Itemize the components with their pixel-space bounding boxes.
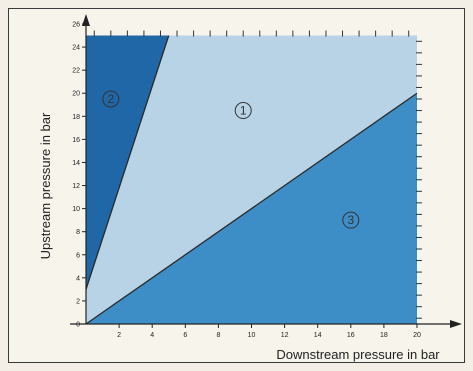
x-tick-label: 8 xyxy=(216,332,220,339)
y-tick-label: 10 xyxy=(72,206,80,213)
x-tick-label: 20 xyxy=(413,332,421,339)
y-tick-label: 18 xyxy=(72,114,80,121)
region-1-label: 1 xyxy=(240,104,247,118)
y-tick-label: 0 xyxy=(76,322,80,329)
y-tick-label: 6 xyxy=(76,252,80,259)
x-tick-label: 4 xyxy=(150,332,154,339)
y-tick-label: 14 xyxy=(72,160,80,167)
y-tick-label: 16 xyxy=(72,137,80,144)
y-tick-label: 24 xyxy=(72,45,80,52)
regions-layer xyxy=(86,36,417,324)
x-tick-label: 6 xyxy=(183,332,187,339)
y-tick-label: 26 xyxy=(72,22,80,29)
x-tick-label: 16 xyxy=(347,332,355,339)
x-tick-label: 12 xyxy=(281,332,289,339)
y-tick-label: 22 xyxy=(72,68,80,75)
region-3-label: 3 xyxy=(347,213,354,227)
x-tick-label: 2 xyxy=(117,332,121,339)
x-tick-label: 18 xyxy=(380,332,388,339)
x-axis-arrow-icon xyxy=(450,320,462,328)
x-tick-label: 10 xyxy=(248,332,256,339)
x-tick-label: 14 xyxy=(314,332,322,339)
y-tick-label: 2 xyxy=(76,298,80,305)
y-tick-label: 12 xyxy=(72,183,80,190)
y-axis-title: Upstream pressure in bar xyxy=(38,112,53,259)
y-tick-label: 20 xyxy=(72,91,80,98)
region-2-label: 2 xyxy=(107,92,114,106)
y-tick-label: 4 xyxy=(76,275,80,282)
y-tick-label: 8 xyxy=(76,229,80,236)
x-axis-title: Downstream pressure in bar xyxy=(276,347,440,362)
